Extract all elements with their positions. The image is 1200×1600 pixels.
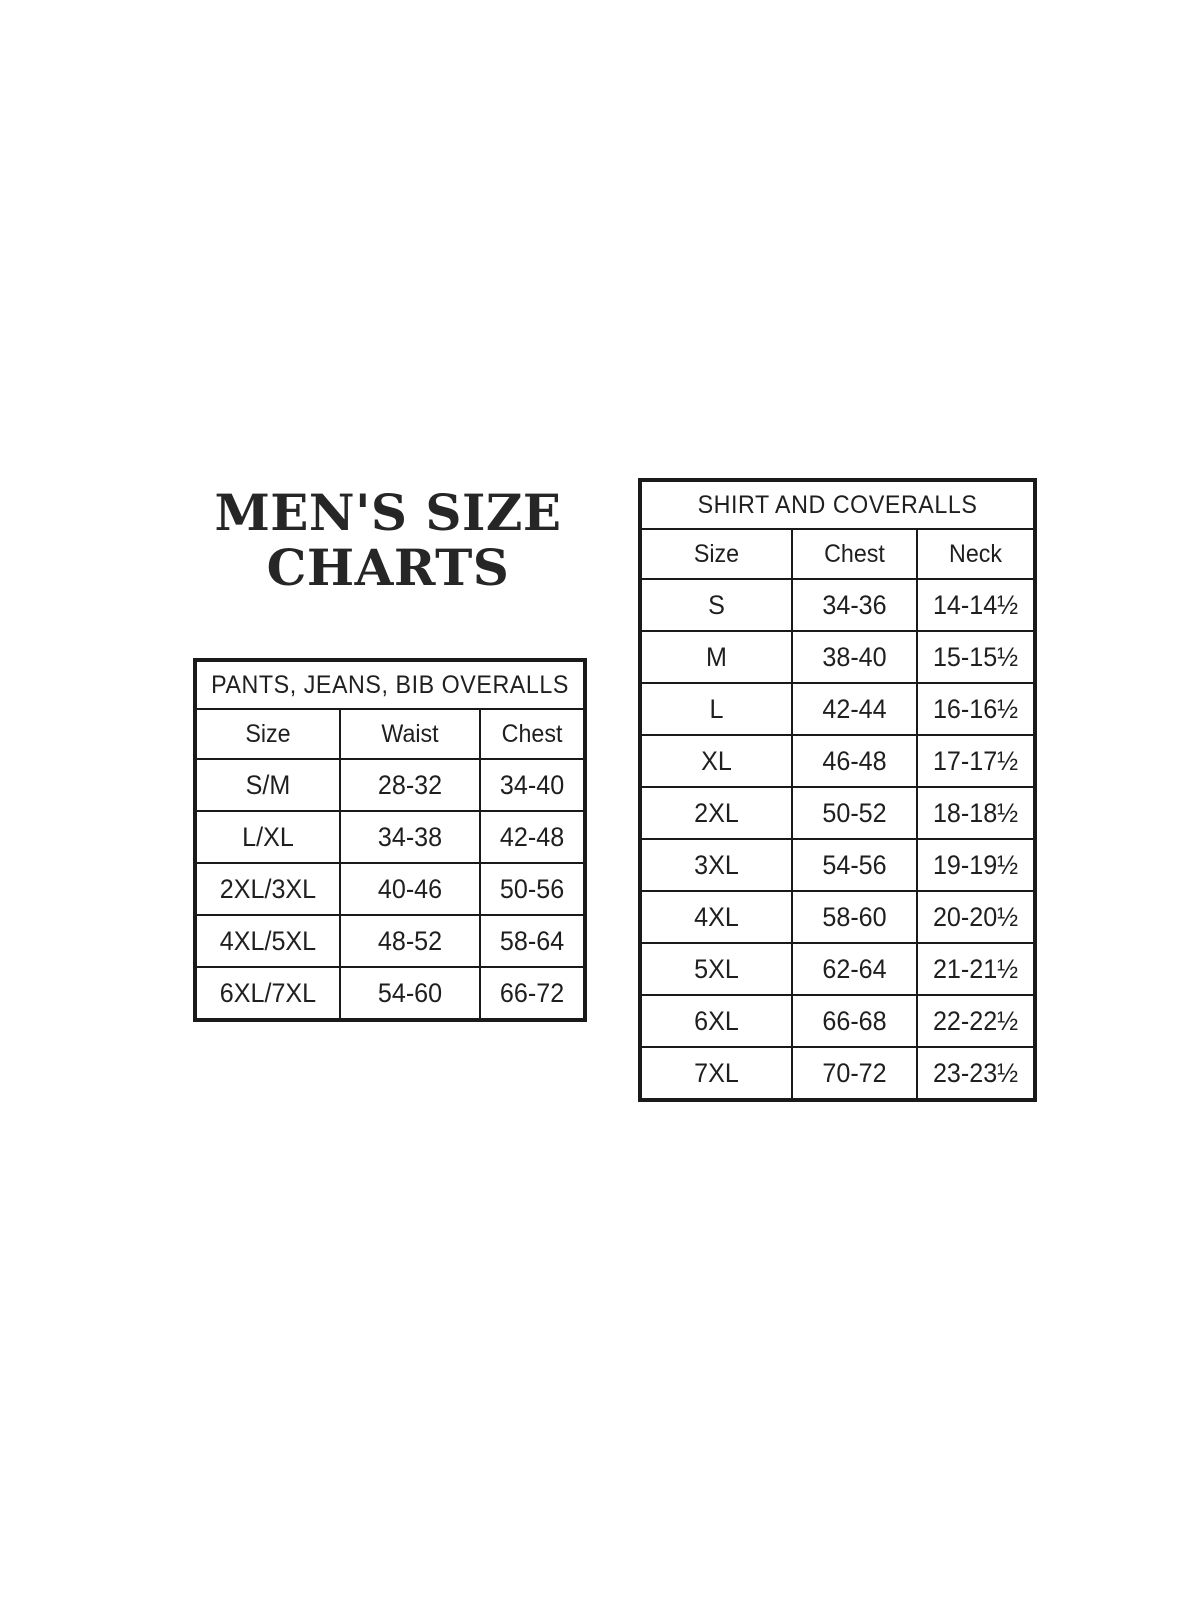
pants-cell-waist: 48-52 [343, 914, 477, 968]
shirt-cell-chest: 54-56 [795, 838, 914, 892]
shirt-cell-chest: 38-40 [795, 630, 914, 684]
pants-cell-chest: 66-72 [482, 966, 583, 1021]
pants-cell-size: 6XL/7XL [199, 966, 336, 1021]
shirt-cell-chest: 58-60 [795, 890, 914, 944]
shirt-cell-chest: 42-44 [795, 682, 914, 736]
pants-cell-waist: 34-38 [343, 810, 477, 864]
table-row: 3XL 54-56 19-19½ [640, 838, 1035, 892]
table-row: 7XL 70-72 23-23½ [640, 1046, 1035, 1101]
pants-cell-chest: 58-64 [482, 914, 583, 968]
pants-cell-size: L/XL [199, 810, 336, 864]
shirt-cell-size: S [644, 578, 788, 632]
table-row: 6XL 66-68 22-22½ [640, 994, 1035, 1048]
table-row: 6XL/7XL 54-60 66-72 [195, 966, 585, 1021]
shirt-size-table: SHIRT AND COVERALLS Size Chest Neck S 34… [638, 478, 1038, 1102]
shirt-table-header-row: Size Chest Neck [640, 528, 1035, 580]
pants-cell-chest: 34-40 [482, 758, 583, 812]
shirt-column-header-size: Size [644, 528, 788, 580]
shirt-cell-neck: 16-16½ [920, 682, 1032, 736]
pants-column-header-waist: Waist [343, 708, 477, 760]
pants-size-table: PANTS, JEANS, BIB OVERALLS Size Waist Ch… [193, 658, 588, 1022]
shirt-cell-size: 4XL [644, 890, 788, 944]
table-row: 5XL 62-64 21-21½ [640, 942, 1035, 996]
table-row: 4XL/5XL 48-52 58-64 [195, 914, 585, 968]
shirt-cell-neck: 14-14½ [920, 578, 1032, 632]
shirt-cell-chest: 46-48 [795, 734, 914, 788]
pants-cell-chest: 50-56 [482, 862, 583, 916]
shirt-cell-size: 2XL [644, 786, 788, 840]
shirt-cell-size: L [644, 682, 788, 736]
table-row: XL 46-48 17-17½ [640, 734, 1035, 788]
shirt-column-header-chest: Chest [795, 528, 914, 580]
shirt-cell-neck: 21-21½ [920, 942, 1032, 996]
pants-column-header-chest: Chest [482, 708, 583, 760]
table-row: M 38-40 15-15½ [640, 630, 1035, 684]
shirt-cell-chest: 34-36 [795, 578, 914, 632]
shirt-cell-neck: 20-20½ [920, 890, 1032, 944]
shirt-table-caption-row: SHIRT AND COVERALLS [640, 479, 1035, 530]
shirt-cell-neck: 23-23½ [920, 1046, 1032, 1101]
shirt-cell-neck: 18-18½ [920, 786, 1032, 840]
shirt-cell-size: 5XL [644, 942, 788, 996]
table-row: S 34-36 14-14½ [640, 578, 1035, 632]
pants-cell-size: 2XL/3XL [199, 862, 336, 916]
page-title: MEN'S SIZE CHARTS [193, 485, 583, 595]
pants-table-header-row: Size Waist Chest [195, 708, 585, 760]
pants-cell-size: S/M [199, 758, 336, 812]
pants-cell-chest: 42-48 [482, 810, 583, 864]
pants-table-caption-row: PANTS, JEANS, BIB OVERALLS [195, 659, 585, 710]
pants-cell-waist: 28-32 [343, 758, 477, 812]
shirt-cell-neck: 22-22½ [920, 994, 1032, 1048]
shirt-cell-size: 3XL [644, 838, 788, 892]
shirt-table-caption: SHIRT AND COVERALLS [652, 479, 1023, 530]
page-title-line-1: MEN'S SIZE [214, 483, 562, 542]
pants-cell-waist: 40-46 [343, 862, 477, 916]
shirt-cell-chest: 62-64 [795, 942, 914, 996]
table-row: 4XL 58-60 20-20½ [640, 890, 1035, 944]
table-row: 2XL/3XL 40-46 50-56 [195, 862, 585, 916]
shirt-cell-chest: 70-72 [795, 1046, 914, 1101]
shirt-cell-chest: 50-52 [795, 786, 914, 840]
table-row: L 42-44 16-16½ [640, 682, 1035, 736]
shirt-cell-neck: 15-15½ [920, 630, 1032, 684]
pants-table-caption: PANTS, JEANS, BIB OVERALLS [207, 659, 573, 710]
shirt-cell-neck: 19-19½ [920, 838, 1032, 892]
shirt-cell-size: 6XL [644, 994, 788, 1048]
shirt-cell-chest: 66-68 [795, 994, 914, 1048]
page-title-line-2: CHARTS [266, 538, 510, 597]
shirt-cell-neck: 17-17½ [920, 734, 1032, 788]
pants-column-header-size: Size [199, 708, 336, 760]
shirt-cell-size: M [644, 630, 788, 684]
shirt-cell-size: XL [644, 734, 788, 788]
shirt-column-header-neck: Neck [920, 528, 1032, 580]
table-row: L/XL 34-38 42-48 [195, 810, 585, 864]
pants-cell-waist: 54-60 [343, 966, 477, 1021]
table-row: S/M 28-32 34-40 [195, 758, 585, 812]
table-row: 2XL 50-52 18-18½ [640, 786, 1035, 840]
pants-cell-size: 4XL/5XL [199, 914, 336, 968]
shirt-cell-size: 7XL [644, 1046, 788, 1101]
